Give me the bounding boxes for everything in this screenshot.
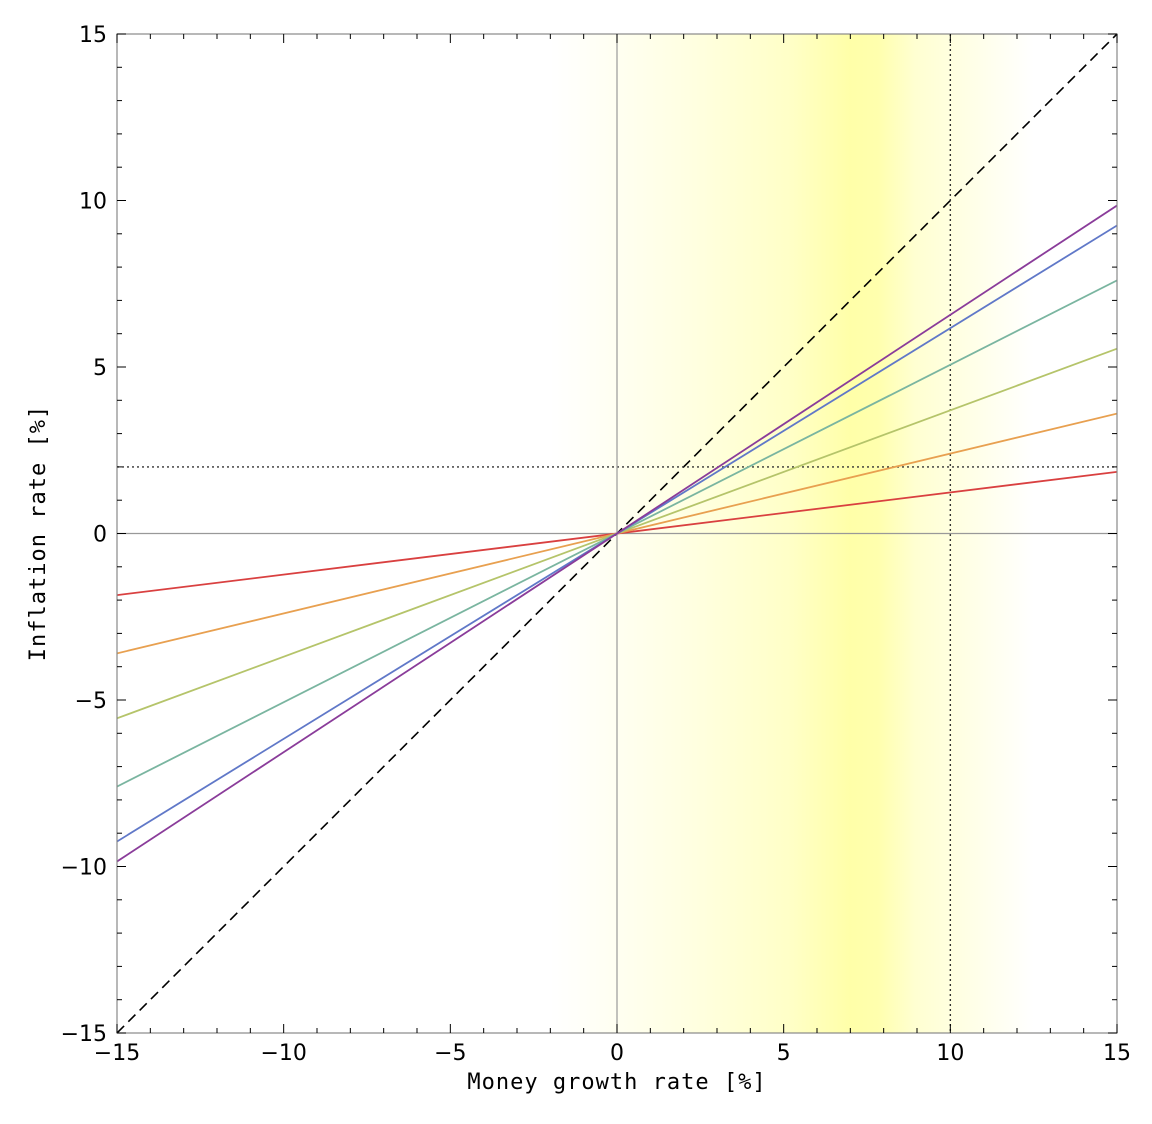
y-tick-label: 5 <box>93 356 107 381</box>
axis-ticks <box>116 33 1118 1034</box>
y-axis-label: Inflation rate [%] <box>26 405 51 661</box>
x-axis-label: Money growth rate [%] <box>467 1070 766 1095</box>
x-tick-label: 10 <box>936 1041 964 1066</box>
x-tick-label: 0 <box>610 1041 624 1066</box>
y-tick-label: −15 <box>61 1022 107 1047</box>
y-tick-label: −5 <box>75 689 107 714</box>
series-line-6 <box>117 204 1117 863</box>
x-tick-label: −10 <box>260 1041 306 1066</box>
x-tick-label: 15 <box>1103 1041 1131 1066</box>
y-tick-label: −10 <box>61 856 107 881</box>
y-tick-label: 0 <box>93 523 107 548</box>
y-tick-label: 15 <box>79 23 107 48</box>
tick-labels: −15 −10 −5 0 5 10 15 −15 −10 −5 0 5 10 15 <box>61 23 1131 1066</box>
x-tick-label: −15 <box>94 1041 140 1066</box>
x-tick-label: −5 <box>434 1041 466 1066</box>
x-tick-label: 5 <box>777 1041 791 1066</box>
series-lines <box>117 204 1117 863</box>
y-tick-label: 10 <box>79 190 107 215</box>
